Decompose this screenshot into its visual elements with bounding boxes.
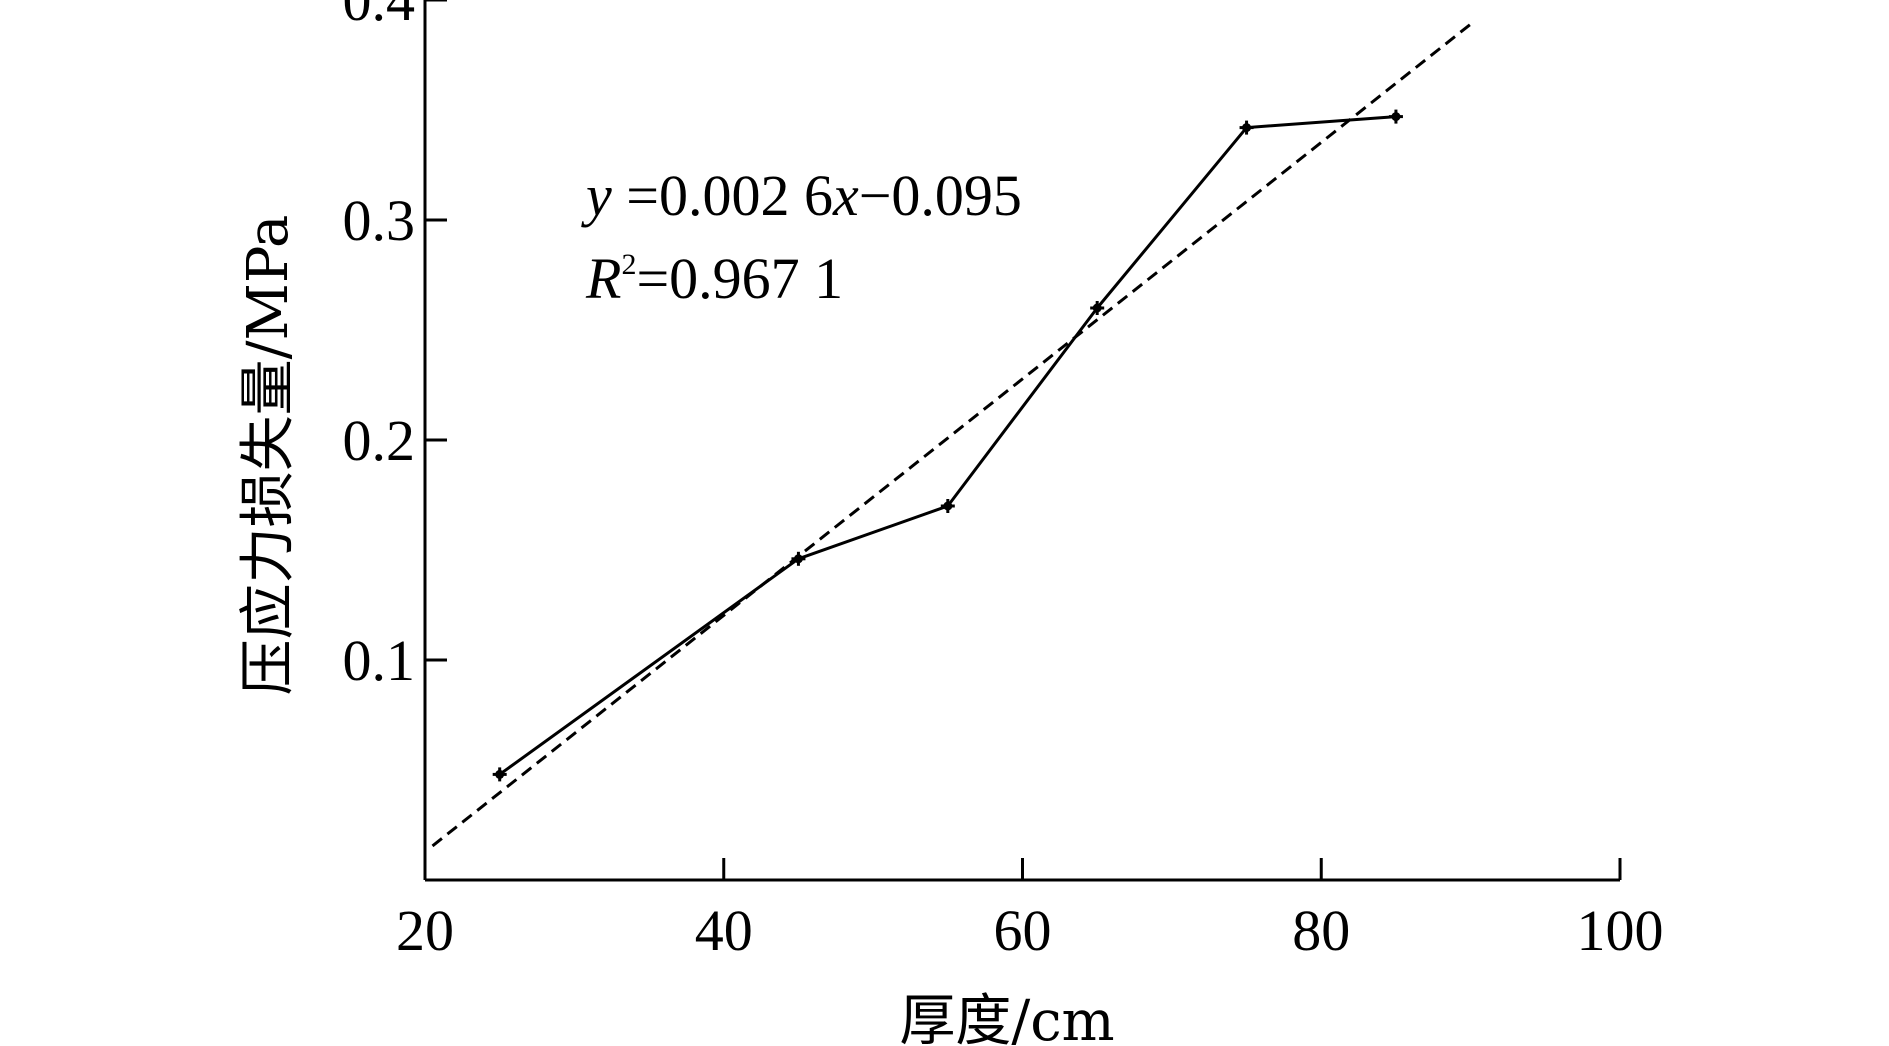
x-tick-label: 60 bbox=[994, 898, 1052, 963]
r-squared-tail: =0.967 1 bbox=[636, 246, 843, 311]
equation-tail: −0.095 bbox=[859, 163, 1022, 228]
data-point-dot bbox=[495, 769, 505, 779]
equation-y-var: y bbox=[581, 163, 612, 228]
x-tick-label: 20 bbox=[396, 898, 454, 963]
regression-equation: y =0.002 6x−0.095 bbox=[581, 163, 1022, 228]
data-point-dot bbox=[943, 501, 953, 511]
data-point-dot bbox=[1242, 123, 1252, 133]
data-point bbox=[940, 499, 955, 513]
x-tick-label: 40 bbox=[695, 898, 753, 963]
series-layer bbox=[431, 23, 1472, 848]
axes: 20 40 60 80 100 0.1 0.2 0.3 0.4 bbox=[343, 0, 1664, 963]
y-tick-label: 0.2 bbox=[343, 408, 416, 473]
equation-mid: =0.002 6 bbox=[612, 163, 833, 228]
y-tick-label: 0.3 bbox=[343, 188, 416, 253]
x-tick-label: 100 bbox=[1577, 898, 1664, 963]
x-tick-label: 80 bbox=[1292, 898, 1350, 963]
fit-line bbox=[431, 23, 1472, 848]
data-point bbox=[1388, 109, 1403, 124]
equation-x-var: x bbox=[832, 163, 859, 228]
y-tick-label: 0.1 bbox=[343, 628, 416, 693]
r-squared-var: R bbox=[585, 246, 621, 311]
x-axis-title: 厚度/cm bbox=[899, 989, 1114, 1046]
y-axis-title: 压应力损失量/MPa bbox=[236, 215, 301, 696]
y-tick-label: 0.4 bbox=[343, 0, 416, 33]
data-point bbox=[1090, 301, 1105, 315]
data-point bbox=[492, 767, 507, 782]
r-squared: R2=0.967 1 bbox=[585, 246, 843, 311]
data-point bbox=[1239, 120, 1254, 135]
data-point-dot bbox=[1092, 303, 1102, 313]
r-squared-sup: 2 bbox=[621, 248, 636, 281]
data-point-dot bbox=[1391, 112, 1401, 122]
